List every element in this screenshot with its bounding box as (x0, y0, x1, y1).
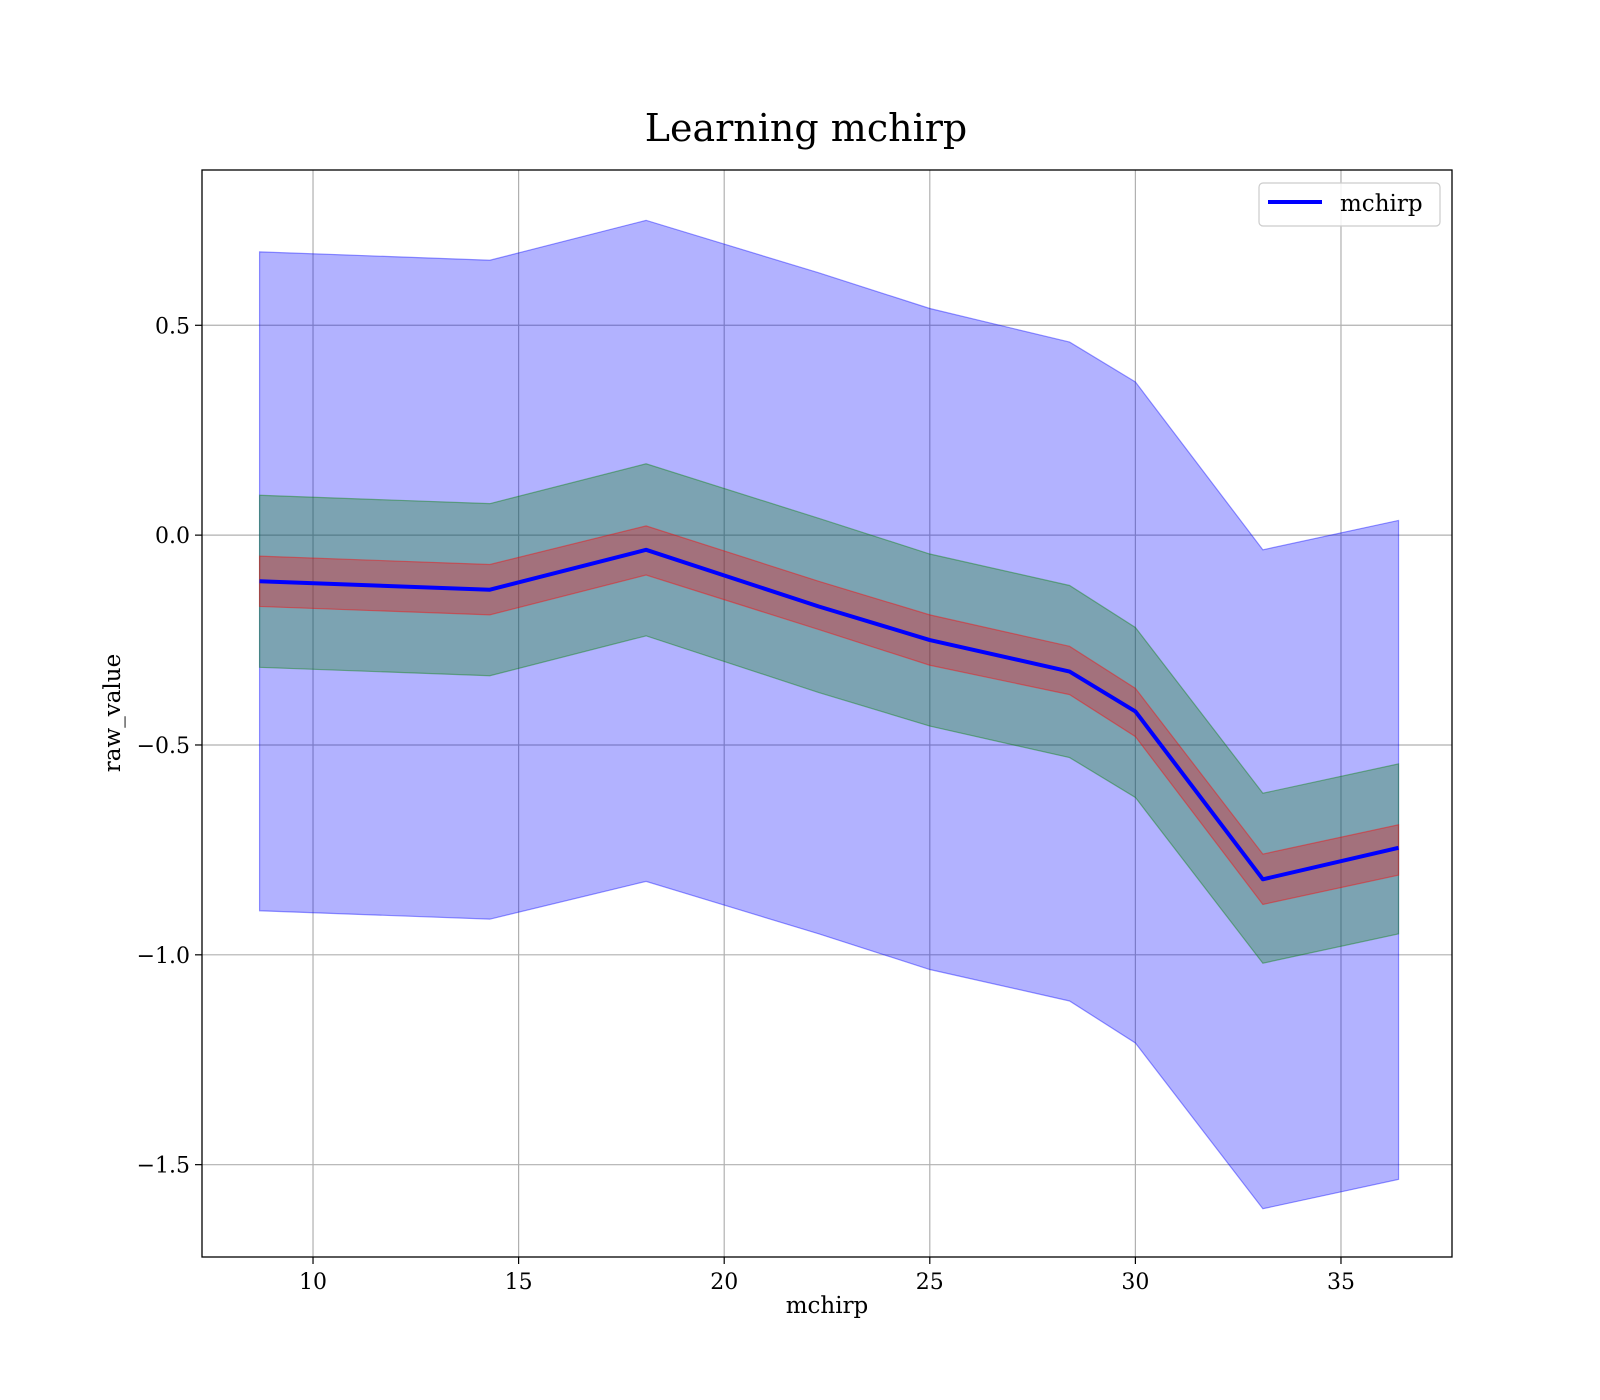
x-axis-label: mchirp (786, 1293, 869, 1319)
legend-label-mchirp: mchirp (1340, 191, 1423, 217)
x-tick-label: 20 (710, 1270, 738, 1295)
y-tick-label: −1.0 (137, 944, 190, 969)
legend: mchirp (1258, 182, 1441, 227)
y-tick-label: 0.5 (155, 314, 190, 339)
ticks: 10 15 20 25 30 35 0.5 0.0 −0.5 −1.0 −1.5 (137, 314, 1355, 1295)
legend-box (1258, 182, 1441, 227)
plot-frame (201, 169, 1453, 1258)
confidence-bands (258, 219, 1400, 1210)
x-tick-label: 25 (916, 1270, 944, 1295)
y-tick-label: 0.0 (155, 524, 190, 549)
chart-title: Learning mchirp (645, 106, 967, 150)
confidence-band-3 (258, 525, 1400, 906)
x-tick-label: 15 (505, 1270, 533, 1295)
y-tick-label: −1.5 (137, 1154, 190, 1179)
y-axis-label: raw_value (100, 654, 126, 772)
y-tick-label: −0.5 (137, 734, 190, 759)
confidence-band-2 (258, 463, 1400, 964)
series-lines (259, 547, 1399, 882)
confidence-band-1 (258, 219, 1400, 1210)
series-line-mchirp (259, 547, 1399, 882)
x-tick-label: 30 (1121, 1270, 1149, 1295)
x-tick-label: 10 (299, 1270, 327, 1295)
x-tick-label: 35 (1327, 1270, 1355, 1295)
